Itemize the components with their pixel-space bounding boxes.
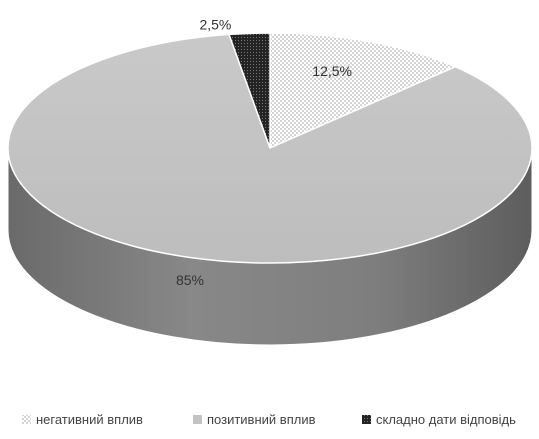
legend-item-2: позитивний вплив: [193, 412, 316, 427]
pie-slice-3: [227, 32, 271, 149]
legend-label-3: складно дати відповідь: [376, 412, 516, 427]
legend-label-2: позитивний вплив: [207, 412, 316, 427]
legend-swatch-2: [193, 415, 202, 424]
pie-slice-1: [269, 32, 458, 150]
legend-swatch-3: [362, 415, 371, 424]
legend-item-1: негативний вплив: [22, 412, 143, 427]
data-label-3: 2,5%: [199, 16, 231, 32]
legend-swatch-1: [22, 415, 31, 424]
legend-item-3: складно дати відповідь: [362, 412, 516, 427]
data-label-1: 12,5%: [312, 63, 352, 79]
data-label-2: 85%: [176, 272, 204, 288]
pie-slice-2: [7, 33, 533, 264]
legend-label-1: негативний вплив: [36, 412, 143, 427]
